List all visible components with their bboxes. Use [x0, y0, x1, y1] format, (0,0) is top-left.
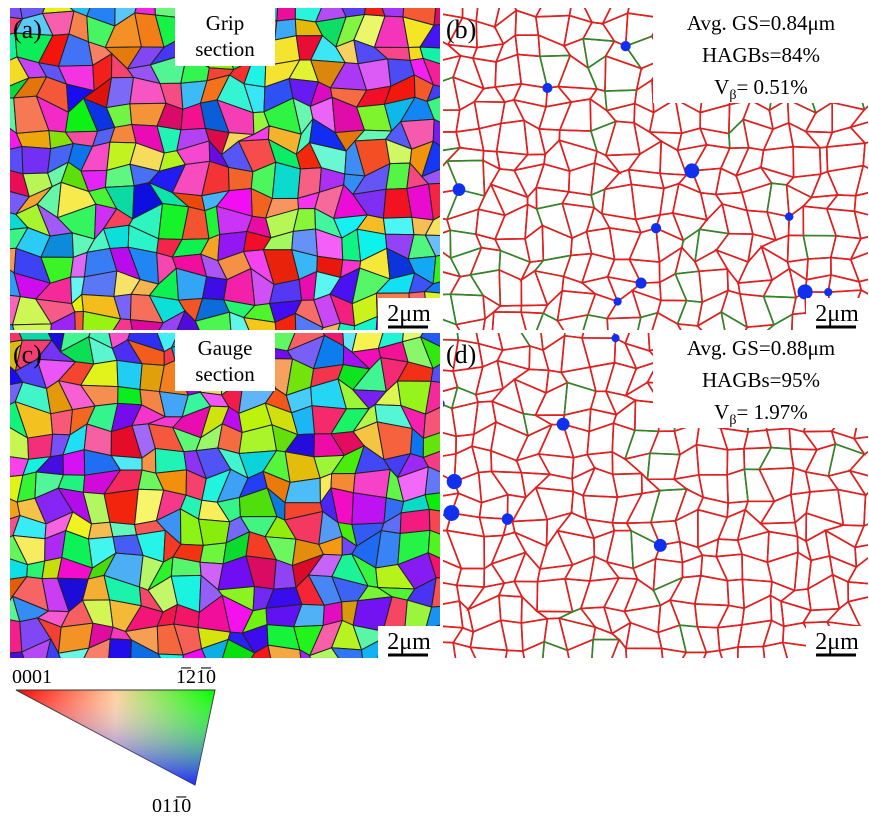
grain [28, 434, 53, 459]
grain [1, 147, 23, 174]
beta-phase [611, 334, 619, 342]
beta-phase [824, 288, 832, 296]
vbeta-sub: β [729, 88, 736, 103]
grain [117, 360, 142, 389]
grain [352, 493, 386, 525]
grain [202, 277, 227, 300]
grain [22, 147, 51, 174]
beta-phase [651, 223, 661, 233]
section-label: section [195, 37, 255, 61]
grain [17, 131, 51, 149]
grain [110, 522, 137, 537]
beta-phase [798, 284, 813, 299]
panel-label: (d) [446, 340, 476, 369]
vbeta-main: V [714, 75, 729, 99]
panel-label: (b) [446, 15, 476, 44]
beta-phase [444, 505, 460, 521]
section-label: Gauge [198, 336, 253, 360]
panel-label: (c) [13, 340, 42, 369]
panel-label: (a) [13, 15, 42, 44]
grain [104, 489, 138, 524]
scale-label: 2μm [815, 629, 859, 655]
scale-label: 2μm [387, 301, 431, 327]
grain [272, 162, 300, 198]
beta-phase [557, 418, 570, 431]
grain [63, 450, 85, 475]
beta-phase [453, 183, 466, 196]
section-label: section [195, 362, 255, 386]
beta-phase [542, 83, 552, 93]
stat-label: HAGBs=84% [702, 43, 820, 67]
ipf-legend: 0001 1̅21̅0 011̅0 [12, 666, 216, 817]
grain [88, 522, 112, 539]
legend-label: 011̅0 [152, 795, 191, 817]
vbeta-sub: β [729, 413, 736, 428]
grain [51, 410, 73, 435]
ipf-triangle-shade [16, 690, 215, 785]
legend-label: 0001 [12, 666, 52, 688]
vbeta-main: V [714, 400, 729, 424]
grain [108, 639, 132, 676]
stat-label: Vβ= 1.97% [714, 400, 808, 428]
grain [0, 617, 22, 653]
beta-phase [502, 513, 514, 525]
grain [155, 448, 186, 473]
stat-label: Avg. GS=0.84μm [687, 11, 835, 35]
beta-phase [785, 212, 794, 221]
beta-phase [621, 41, 631, 51]
grain [0, 248, 16, 273]
grain [199, 519, 230, 545]
scale-label: 2μm [815, 301, 859, 327]
beta-phase [613, 297, 621, 305]
grain [332, 648, 365, 676]
grain [228, 167, 252, 190]
grain [118, 387, 142, 405]
beta-phase [684, 163, 699, 178]
grain [135, 0, 156, 15]
vbeta-rest: = 0.51% [736, 75, 807, 99]
grain [200, 543, 226, 564]
figure: (a)Gripsection2μm(b)Avg. GS=0.84μmHAGBs=… [0, 0, 869, 821]
grain [386, 163, 410, 189]
beta-phase [447, 474, 462, 489]
scale-label: 2μm [387, 629, 431, 655]
grain [400, 509, 430, 533]
section-label: Grip [206, 11, 245, 35]
beta-phase [654, 539, 667, 552]
grain [383, 217, 414, 234]
beta-phase [609, 0, 624, 3]
stat-label: Avg. GS=0.88μm [687, 336, 835, 360]
stat-label: HAGBs=95% [702, 368, 820, 392]
legend-label: 1̅21̅0 [176, 666, 216, 688]
vbeta-rest: = 1.97% [736, 400, 807, 424]
stat-label: Vβ= 0.51% [714, 75, 808, 103]
beta-phase [635, 278, 646, 289]
grain [277, 0, 296, 21]
